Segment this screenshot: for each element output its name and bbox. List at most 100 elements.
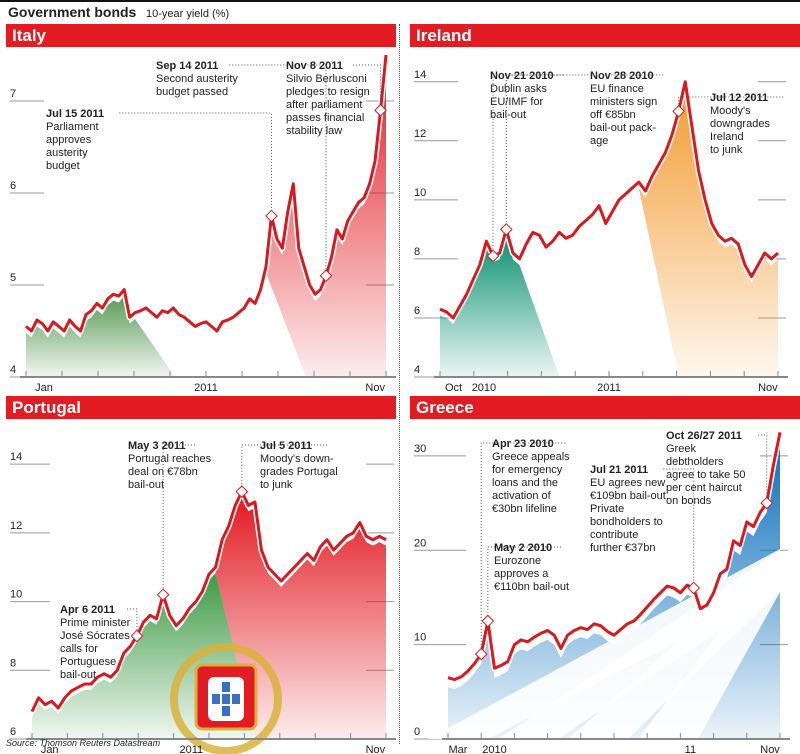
annotation-text: pledges to resign bbox=[286, 86, 370, 98]
x-tick-label: 2011 bbox=[194, 382, 218, 392]
annotation-text: Ireland bbox=[710, 131, 744, 143]
annotation-date: Apr 6 2011 bbox=[60, 604, 115, 616]
event-marker bbox=[130, 629, 144, 643]
annotation-text: EU agrees new bbox=[590, 477, 665, 489]
annotation-date: Jul 12 2011 bbox=[710, 92, 768, 104]
annotation: Jul 15 2011Parliamentapprovesausteritybu… bbox=[46, 108, 278, 223]
annotation-text: Greece appeals bbox=[492, 451, 570, 463]
panel-title-bar: Greece bbox=[410, 396, 800, 419]
annotation-text: passes financial bbox=[286, 112, 364, 124]
annotation-leader bbox=[487, 546, 561, 622]
annotation-text: Eurozone bbox=[494, 555, 541, 567]
x-tick-label: Nov bbox=[366, 744, 386, 754]
annotation-text: calls for bbox=[60, 643, 98, 655]
y-tick-label: 12 bbox=[10, 520, 22, 532]
italy-chart: 4 5 6 7 Jan 2011 Nov Jul 15 2011Parliamentappro… bbox=[10, 54, 396, 392]
early-period-fill bbox=[26, 296, 176, 377]
panel-italy: Italy 4 5 6 7 Jan 2011 Nov Jul 15 2011 Parliamen… bbox=[6, 24, 396, 392]
annotation-date: Jul 15 2011 bbox=[46, 108, 104, 120]
late-period-fill bbox=[215, 497, 386, 739]
annotation-leader bbox=[229, 64, 327, 276]
panel-title-bar: Ireland bbox=[410, 24, 800, 47]
series-line bbox=[447, 431, 782, 682]
annotation-date: Jul 21 2011 bbox=[590, 464, 648, 476]
x-tick-label: 2010 bbox=[482, 744, 506, 754]
annotation-text: austerity bbox=[46, 147, 88, 159]
y-tick-label: 8 bbox=[10, 657, 16, 669]
y-tick-label: 0 bbox=[414, 726, 420, 738]
annotation-text: Private bbox=[590, 503, 624, 515]
x-tick-label: Oct bbox=[445, 382, 462, 392]
y-tick-label: 14 bbox=[414, 69, 426, 81]
annotation-text: per cent haircut bbox=[666, 482, 742, 494]
x-tick-label: 2011 bbox=[179, 744, 203, 754]
flag-stripe bbox=[568, 551, 780, 739]
annotation-leader bbox=[353, 64, 382, 111]
annotation-text: off €85bn bbox=[590, 109, 636, 121]
annotation-text: €109bn bail-out. bbox=[590, 490, 669, 502]
annotation-text: Moody's bbox=[710, 105, 751, 117]
panel-title-bar: Italy bbox=[6, 24, 396, 47]
annotation-text: Greek bbox=[666, 443, 696, 455]
late-period-fill bbox=[266, 61, 386, 377]
quina-icon bbox=[232, 694, 240, 704]
x-tick-label: Jan bbox=[35, 382, 53, 392]
annotation-text: Portugal reaches bbox=[128, 453, 212, 465]
event-marker bbox=[319, 269, 333, 283]
annotation-text: contribute bbox=[590, 529, 638, 541]
y-tick-label: 14 bbox=[10, 451, 22, 463]
event-marker bbox=[687, 581, 701, 595]
y-tick-label: 6 bbox=[10, 180, 16, 192]
y-tick-label: 10 bbox=[414, 632, 426, 644]
annotation-text: agree to take 50 bbox=[666, 469, 746, 481]
panel-ireland: Ireland 4 6 8 10 12 14 Oct 2010 2011 Nov Nov 21 20… bbox=[410, 24, 800, 392]
annotation-text: budget passed bbox=[156, 86, 228, 98]
annotation-text: €30bn lifeline bbox=[492, 503, 557, 515]
annotation-text: Moody's down- bbox=[260, 453, 334, 465]
annotation-text: age bbox=[590, 135, 608, 147]
late-period-fill bbox=[638, 87, 778, 377]
y-tick-label: 5 bbox=[10, 272, 16, 284]
annotation-text: deal on €78bn bbox=[128, 466, 198, 478]
annotation-text: to junk bbox=[710, 144, 743, 156]
flag-stripe bbox=[428, 549, 780, 739]
annotation-text: bail-out bbox=[60, 669, 96, 681]
annotation-text: further €37bn bbox=[590, 542, 655, 554]
annotation-text: ministers sign bbox=[590, 96, 657, 108]
x-tick-label: 2011 bbox=[597, 382, 621, 392]
y-tick-label: 4 bbox=[414, 364, 420, 376]
annotation-text: EU finance bbox=[590, 83, 644, 95]
x-tick-label: Nov bbox=[365, 382, 385, 392]
early-period-fill bbox=[440, 235, 560, 377]
annotation-text: budget bbox=[46, 160, 80, 172]
annotation-text: Silvio Berlusconi bbox=[286, 73, 367, 85]
event-marker bbox=[499, 223, 513, 236]
annotation-text: downgrades bbox=[710, 118, 770, 130]
annotation-text: Prime minister bbox=[60, 617, 131, 629]
chart-subtitle: 10-year yield (%) bbox=[145, 8, 230, 20]
x-tick-label: Jan bbox=[41, 744, 59, 754]
annotation-text: José Sócrates bbox=[60, 630, 130, 642]
annotation-date: Nov 21 2010 bbox=[490, 70, 554, 82]
event-marker bbox=[235, 485, 249, 499]
x-tick-label: Nov bbox=[760, 744, 780, 754]
quina-icon bbox=[222, 706, 230, 716]
annotation-text: after parliament bbox=[286, 99, 362, 111]
top-rule bbox=[0, 0, 800, 2]
annotation-text: bail-out bbox=[128, 479, 164, 491]
event-marker bbox=[672, 104, 685, 118]
y-tick-label: 6 bbox=[414, 305, 420, 317]
panel-greece: Greece 0 10 20 30 Mar 2010 11 Nov Apr 23 2010 Gre… bbox=[410, 396, 800, 754]
annotation-date: May 2 2010 bbox=[494, 542, 552, 554]
annotation-date: Jul 5 2011 bbox=[260, 440, 312, 452]
annotation-date: Oct 26/27 2011 bbox=[666, 430, 742, 442]
